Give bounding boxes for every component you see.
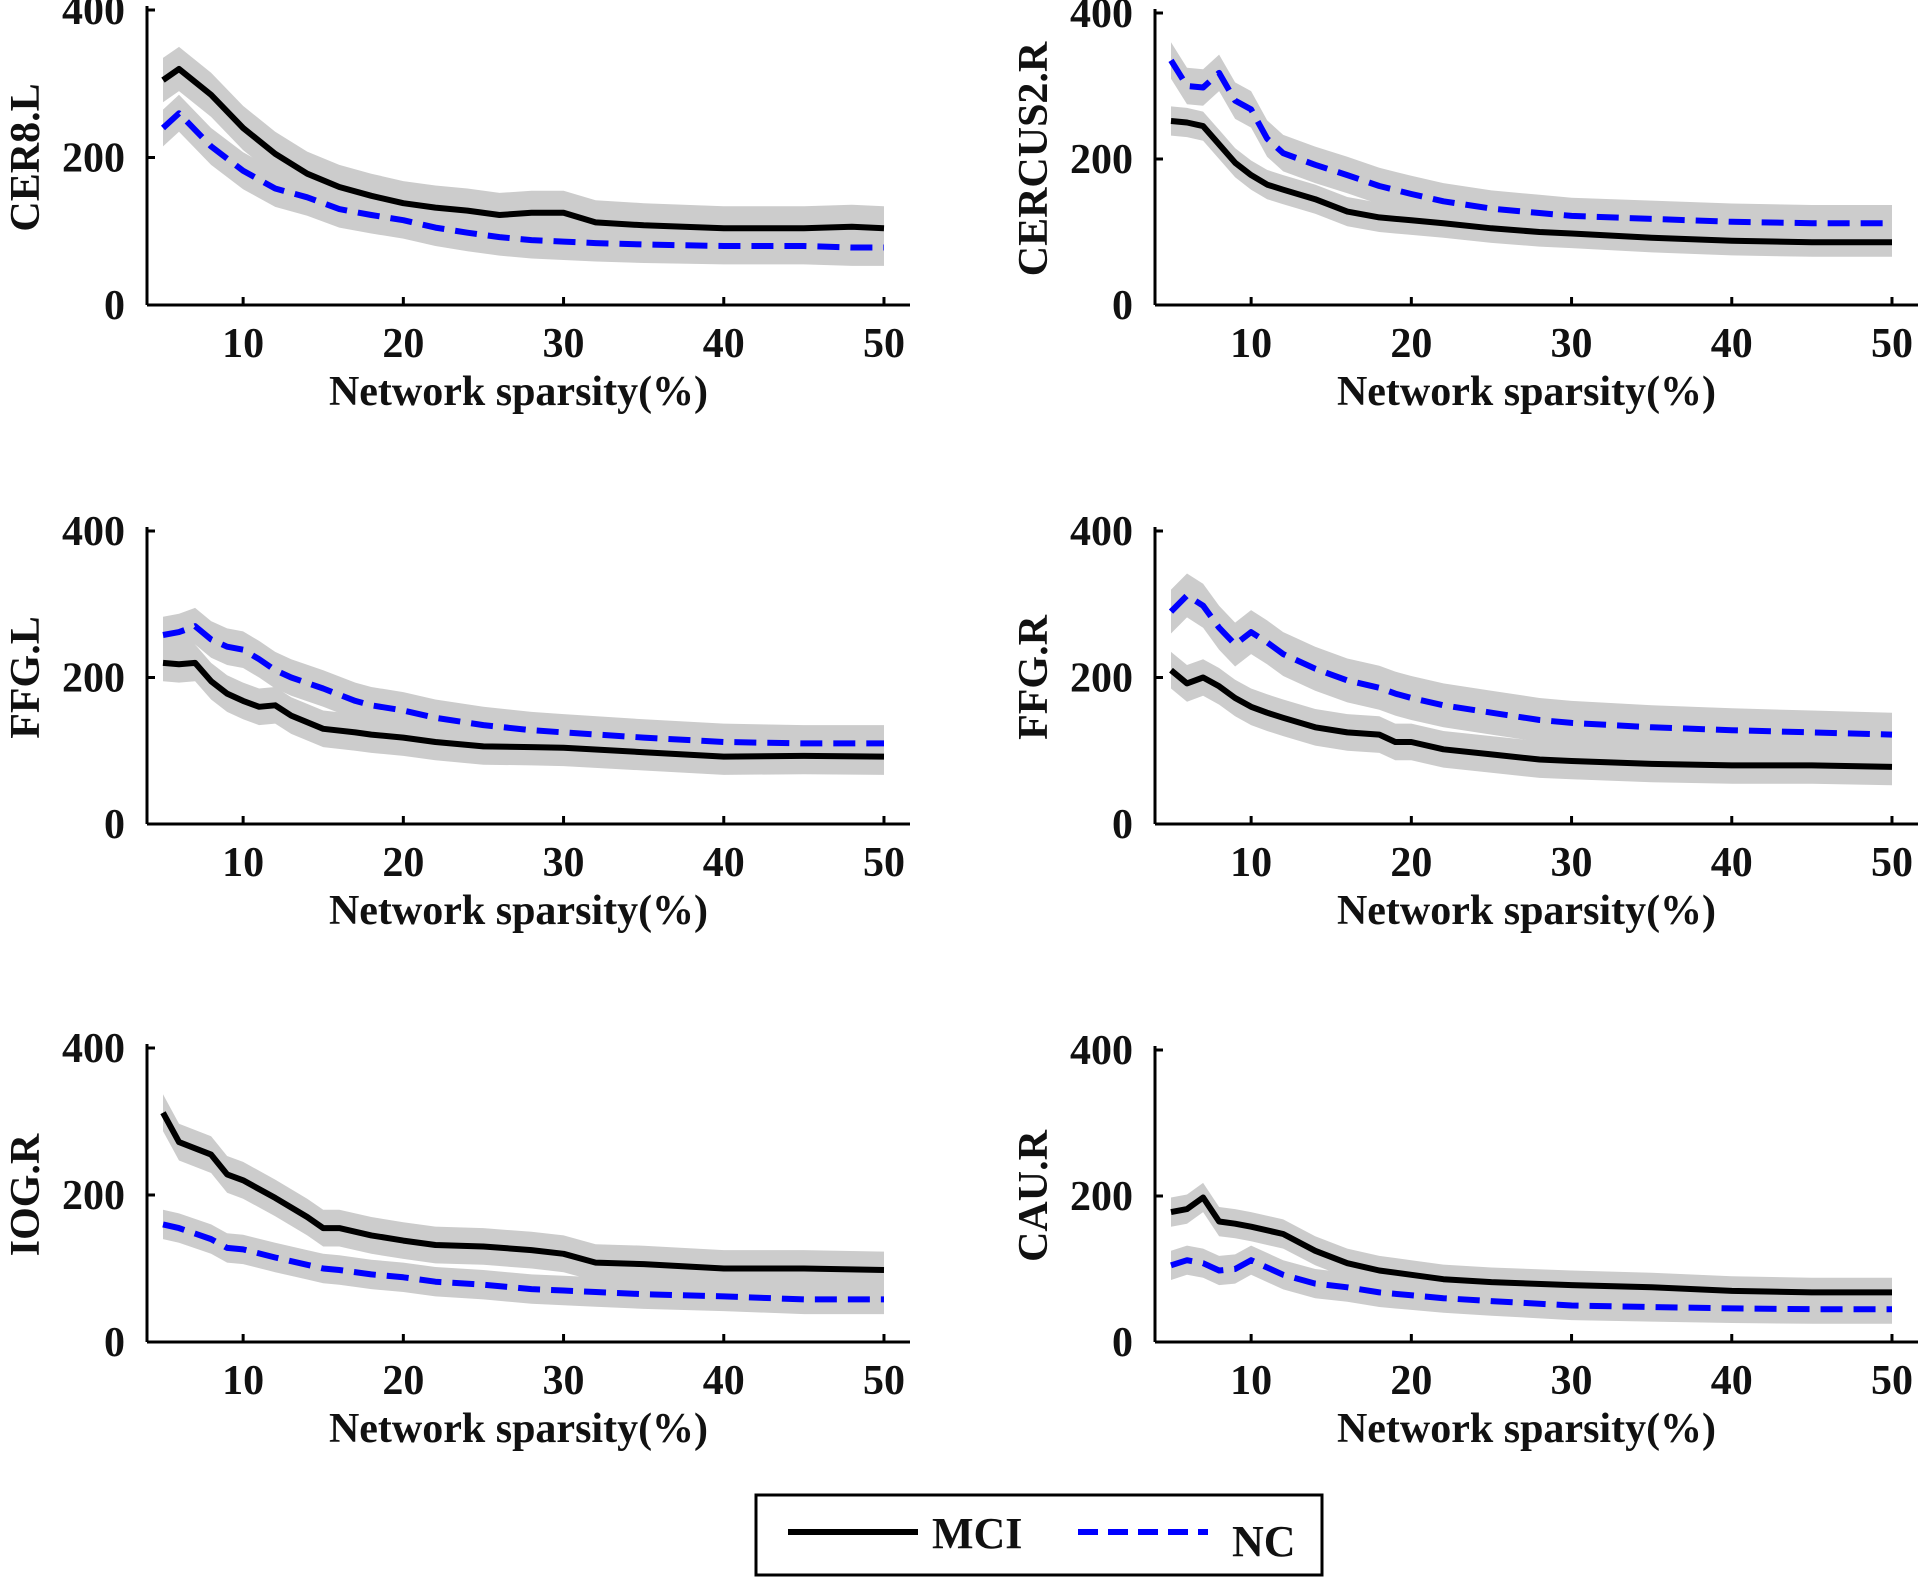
x-tick-label: 20 bbox=[1390, 840, 1432, 886]
series-nc-line-6 bbox=[1170, 1257, 1892, 1313]
x-tick-label: 30 bbox=[1551, 1358, 1593, 1404]
x-tick-label: 20 bbox=[382, 840, 424, 886]
y-tick-label: 0 bbox=[104, 1320, 125, 1366]
y-tick-label: 200 bbox=[1070, 1174, 1133, 1220]
y-tick-label: 200 bbox=[62, 1173, 125, 1219]
chart-panel-3: 0 200 400 10 20 30 40 50 Network sparsity(%) FFG.… bbox=[3, 509, 910, 934]
series-mci-line-1 bbox=[161, 66, 885, 232]
y-axis-label: FFG.R bbox=[1011, 614, 1057, 739]
x-axis-label: Network sparsity(%) bbox=[1337, 888, 1716, 934]
x-tick-label: 50 bbox=[863, 1358, 905, 1404]
x-tick-label: 40 bbox=[703, 840, 745, 886]
y-tick-label: 400 bbox=[1070, 509, 1133, 555]
series-mci-line-6 bbox=[1170, 1194, 1892, 1296]
y-axis-label: FFG.L bbox=[3, 616, 49, 739]
chart-panel-6: 0 200 400 10 20 30 40 50 Network sparsity(%) CAU.… bbox=[1011, 1028, 1918, 1452]
band-nc-5 bbox=[163, 1209, 884, 1315]
y-axis-label: CER8.L bbox=[3, 83, 49, 231]
x-tick-label: 50 bbox=[863, 321, 905, 367]
legend-mci-label: MCI bbox=[932, 1509, 1022, 1558]
y-tick-label: 0 bbox=[104, 802, 125, 848]
x-axis-label: Network sparsity(%) bbox=[1337, 369, 1716, 415]
x-tick-label: 40 bbox=[1711, 321, 1753, 367]
chart-panel-2: 0 200 400 10 20 30 40 50 Network sparsity(%) CERC… bbox=[1011, 0, 1918, 415]
y-tick-label: 400 bbox=[62, 0, 125, 34]
x-axis-label: Network sparsity(%) bbox=[329, 369, 708, 415]
series-nc-line-4 bbox=[1168, 592, 1893, 738]
x-tick-label: 20 bbox=[382, 1358, 424, 1404]
x-tick-label: 30 bbox=[1551, 321, 1593, 367]
y-tick-label: 0 bbox=[1112, 802, 1133, 848]
y-tick-label: 200 bbox=[1070, 656, 1133, 702]
x-axis-label: Network sparsity(%) bbox=[329, 888, 708, 934]
series-nc-line-1 bbox=[160, 110, 884, 251]
x-tick-label: 50 bbox=[1871, 321, 1913, 367]
x-tick-label: 30 bbox=[543, 1358, 585, 1404]
series-mci-line-3 bbox=[162, 659, 885, 760]
band-mci-2 bbox=[1171, 106, 1892, 257]
series-mci-line-2 bbox=[1170, 118, 1892, 246]
series-mci-line-4 bbox=[1169, 667, 1893, 770]
band-nc-3 bbox=[163, 607, 884, 762]
y-tick-label: 400 bbox=[62, 509, 125, 555]
x-tick-label: 20 bbox=[382, 321, 424, 367]
chart-panel-5: 0 200 400 10 20 30 40 50 Network sparsity(%) IOG.… bbox=[3, 1026, 910, 1452]
x-tick-label: 10 bbox=[222, 321, 264, 367]
x-tick-label: 40 bbox=[1711, 1358, 1753, 1404]
series-nc-line-5 bbox=[162, 1221, 884, 1303]
x-tick-label: 10 bbox=[222, 1358, 264, 1404]
x-tick-label: 40 bbox=[703, 321, 745, 367]
y-tick-label: 200 bbox=[62, 656, 125, 702]
band-nc-2 bbox=[1171, 42, 1892, 242]
y-tick-label: 200 bbox=[62, 136, 125, 182]
band-mci-6 bbox=[1171, 1182, 1892, 1307]
y-tick-label: 0 bbox=[104, 283, 125, 329]
x-tick-label: 10 bbox=[222, 840, 264, 886]
x-tick-label: 10 bbox=[1230, 321, 1272, 367]
series-mci-line-5 bbox=[160, 1111, 885, 1273]
x-tick-label: 30 bbox=[543, 321, 585, 367]
series-nc-line-2 bbox=[1168, 58, 1892, 227]
band-nc-1 bbox=[163, 94, 884, 266]
x-tick-label: 30 bbox=[543, 840, 585, 886]
y-tick-label: 400 bbox=[62, 1026, 125, 1072]
band-nc-4 bbox=[1171, 573, 1892, 757]
x-tick-label: 50 bbox=[863, 840, 905, 886]
chart-panel-1: 0 200 400 10 20 30 40 50 Network sparsity(%) CER8… bbox=[3, 0, 910, 415]
x-tick-label: 30 bbox=[1551, 840, 1593, 886]
y-tick-label: 400 bbox=[1070, 1028, 1133, 1074]
x-tick-label: 10 bbox=[1230, 1358, 1272, 1404]
band-mci-5 bbox=[163, 1094, 884, 1289]
y-axis-label: CERCUS2.R bbox=[1011, 41, 1057, 276]
x-axis-label: Network sparsity(%) bbox=[1337, 1406, 1716, 1452]
y-tick-label: 0 bbox=[1112, 283, 1133, 329]
y-tick-label: 0 bbox=[1112, 1320, 1133, 1366]
y-tick-label: 400 bbox=[1070, 0, 1133, 37]
y-tick-label: 200 bbox=[1070, 137, 1133, 183]
x-tick-label: 20 bbox=[1390, 321, 1432, 367]
y-axis-label: IOG.R bbox=[3, 1133, 49, 1256]
series-nc-line-3 bbox=[162, 623, 884, 747]
y-axis-label: CAU.R bbox=[1011, 1129, 1057, 1261]
x-tick-label: 40 bbox=[703, 1358, 745, 1404]
x-axis-label: Network sparsity(%) bbox=[329, 1406, 708, 1452]
x-tick-label: 20 bbox=[1390, 1358, 1432, 1404]
x-tick-label: 50 bbox=[1871, 840, 1913, 886]
band-nc-6 bbox=[1171, 1245, 1892, 1324]
x-tick-label: 40 bbox=[1711, 840, 1753, 886]
legend: MCI NC bbox=[754, 1493, 1324, 1577]
band-mci-4 bbox=[1171, 651, 1892, 786]
x-tick-label: 50 bbox=[1871, 1358, 1913, 1404]
x-tick-label: 10 bbox=[1230, 840, 1272, 886]
legend-nc-label: NC bbox=[1232, 1517, 1296, 1566]
chart-panel-4: 0 200 400 10 20 30 40 50 Network sparsity(%) FFG.… bbox=[1011, 509, 1918, 934]
